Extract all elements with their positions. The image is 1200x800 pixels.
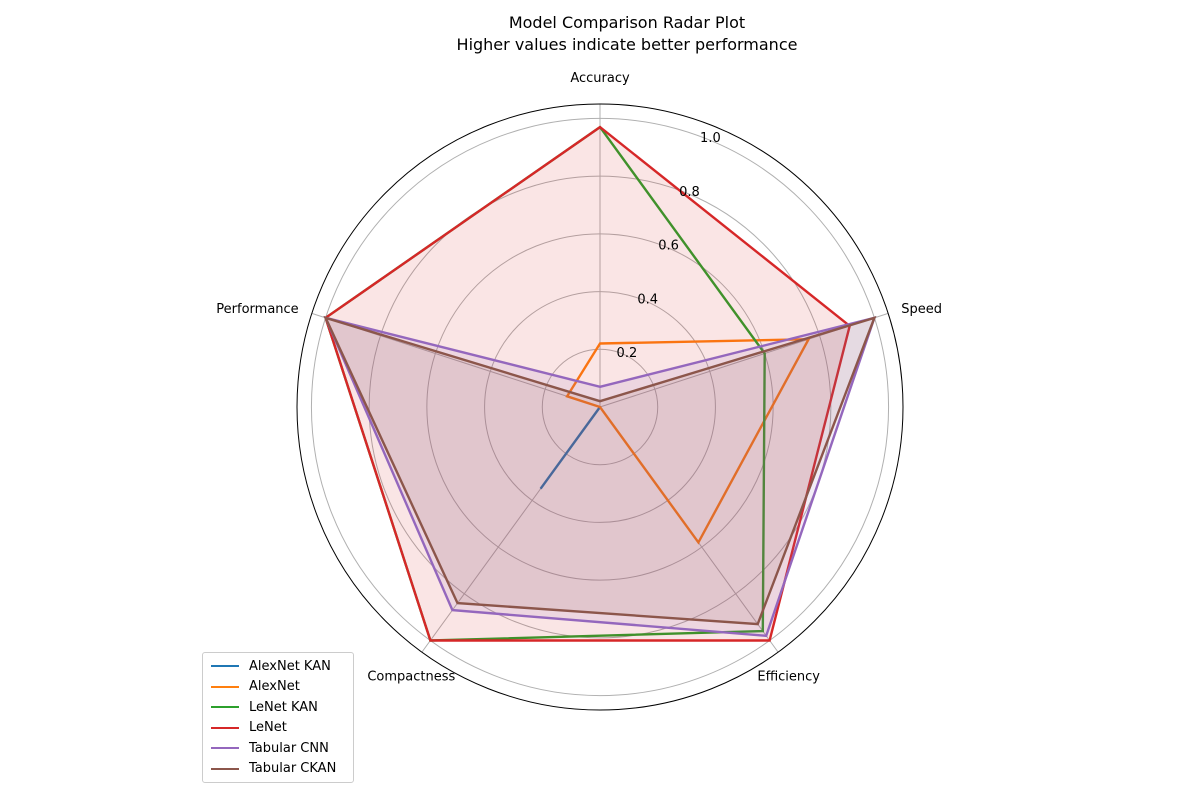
r-tick-label-1: 0.4	[637, 292, 658, 307]
legend-item-0: AlexNet KAN	[211, 656, 347, 677]
radar-series	[323, 125, 877, 642]
chart-legend: AlexNet KAN AlexNet LeNet KAN LeNet Tabular …	[202, 652, 354, 783]
series-5	[323, 315, 877, 626]
radar-grid	[296, 103, 904, 711]
series-0	[539, 406, 601, 490]
axis-label-4: Performance	[216, 302, 298, 317]
radar-labels: Accuracy Speed Efficiency Compactness Perfor…	[216, 71, 942, 685]
legend-label-2: LeNet KAN	[249, 699, 318, 715]
legend-label-1: AlexNet	[249, 679, 300, 695]
series-1	[565, 337, 811, 545]
legend-label-0: AlexNet KAN	[249, 658, 331, 674]
legend-label-5: Tabular CKAN	[249, 761, 337, 777]
chart-title: Model Comparison Radar Plot	[509, 13, 745, 32]
r-tick-label-4: 1.0	[700, 131, 721, 146]
outer-frame	[296, 103, 904, 711]
axis-label-1: Speed	[901, 302, 942, 317]
r-tick-label-0: 0.2	[617, 346, 638, 361]
legend-label-3: LeNet	[249, 720, 287, 736]
legend-item-3: LeNet	[211, 718, 347, 739]
legend-item-2: LeNet KAN	[211, 697, 347, 718]
legend-item-4: Tabular CNN	[211, 738, 347, 759]
legend-item-1: AlexNet	[211, 677, 347, 698]
legend-item-5: Tabular CKAN	[211, 759, 347, 780]
legend-swatch-4	[211, 747, 239, 750]
axis-label-0: Accuracy	[570, 71, 630, 86]
legend-swatch-1	[211, 685, 239, 688]
legend-swatch-2	[211, 706, 239, 709]
axis-label-2: Efficiency	[757, 670, 820, 685]
legend-swatch-3	[211, 726, 239, 729]
legend-label-4: Tabular CNN	[249, 740, 329, 756]
r-tick-label-3: 0.8	[679, 185, 700, 200]
r-tick-label-2: 0.6	[658, 239, 679, 254]
axis-label-3: Compactness	[367, 670, 455, 685]
legend-swatch-5	[211, 767, 239, 770]
legend-swatch-0	[211, 665, 239, 668]
chart-subtitle: Higher values indicate better performanc…	[457, 35, 798, 54]
series-4	[323, 316, 877, 638]
